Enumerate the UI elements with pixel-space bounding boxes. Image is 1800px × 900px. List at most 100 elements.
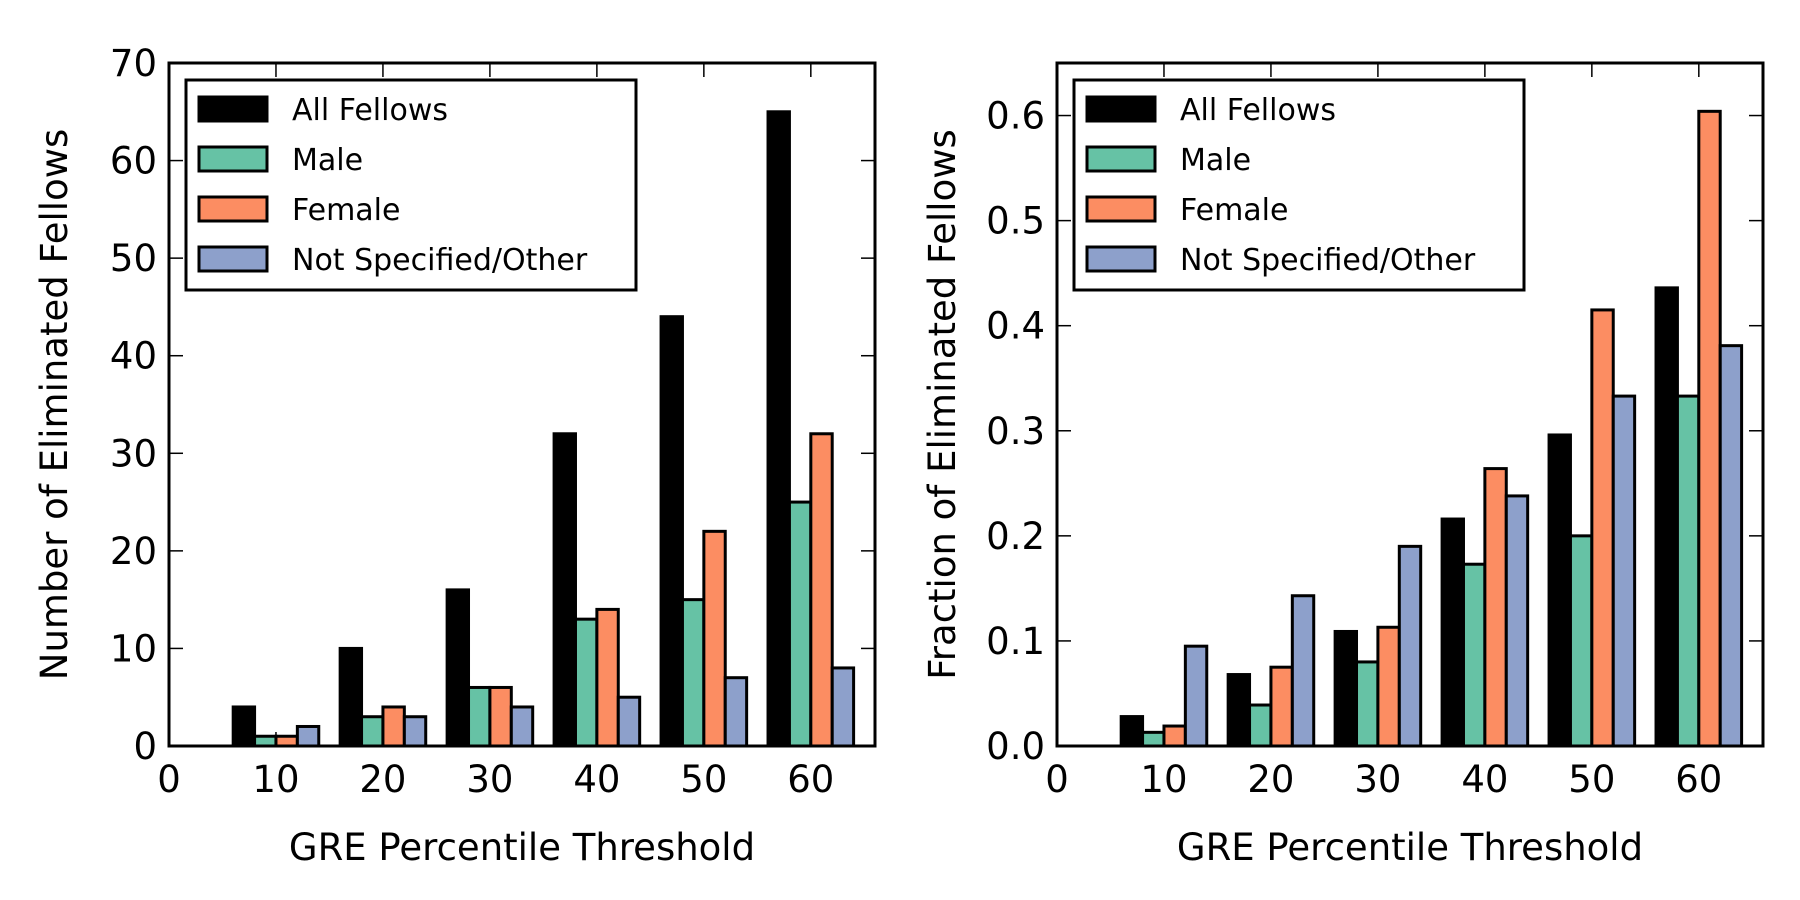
x-tick-label: 50	[1568, 758, 1615, 801]
y-tick-label: 10	[110, 627, 157, 670]
legend: All Fellows Male Female Not Specified/Other	[1072, 78, 1526, 292]
axes-frame	[167, 61, 877, 748]
legend-label: All Fellows	[1180, 93, 1336, 128]
legend-label: Female	[292, 193, 400, 228]
x-tick-label: 10	[1140, 758, 1187, 801]
x-tick-label: 30	[466, 758, 513, 801]
legend-label: Male	[1180, 143, 1251, 178]
bar-not-specified	[830, 666, 856, 748]
bar-male	[787, 500, 813, 748]
x-tick-label: 30	[1354, 758, 1401, 801]
bar-female	[1162, 724, 1187, 748]
y-tick-label: 0.6	[986, 95, 1045, 138]
bar-not-specified	[1397, 544, 1423, 748]
bar-male	[573, 617, 599, 748]
bar-not-specified	[1718, 344, 1744, 748]
bar-not-specified	[402, 715, 428, 748]
bar-not-specified	[616, 695, 642, 748]
y-tick-label: 0.5	[986, 200, 1045, 243]
bar-male	[680, 598, 706, 748]
y-tick-label: 0.1	[986, 620, 1045, 663]
x-tick-label: 10	[252, 758, 299, 801]
bar-not-specified	[1183, 644, 1209, 748]
x-axis: 0 10 20 30 40 50 60	[157, 63, 834, 801]
bar-male	[1355, 660, 1380, 748]
x-tick-label: 60	[1675, 758, 1722, 801]
axes-frame	[1055, 61, 1765, 748]
y-tick-label: 0.4	[986, 305, 1045, 348]
bar-male	[1568, 534, 1594, 748]
bar-all-fellows	[552, 432, 577, 748]
legend-swatch-female	[1085, 195, 1157, 223]
legend-label: Not Specified/Other	[1180, 243, 1476, 278]
x-tick-label: 50	[680, 758, 727, 801]
bar-all-fellows	[445, 588, 471, 748]
legend-swatch-female	[197, 195, 269, 223]
y-tick-label: 30	[110, 432, 157, 475]
bar-male	[1141, 730, 1166, 748]
legend-swatch-all-fellows	[197, 95, 269, 123]
x-axis-label: GRE Percentile Threshold	[1177, 826, 1643, 869]
bar-all-fellows	[1119, 715, 1145, 748]
bar-all-fellows	[231, 705, 257, 748]
legend-swatch-not-specified	[197, 245, 269, 273]
bar-male	[1248, 703, 1273, 748]
bars-group	[1119, 109, 1744, 748]
bar-female	[702, 529, 727, 748]
y-tick-label: 70	[110, 42, 157, 85]
bar-female	[595, 607, 620, 748]
x-axis-label: GRE Percentile Threshold	[289, 826, 755, 869]
bar-all-fellows	[338, 646, 364, 748]
y-tick-label: 60	[110, 140, 157, 183]
bar-female	[1269, 665, 1294, 748]
bar-female	[381, 705, 406, 748]
bar-all-fellows	[1440, 517, 1465, 748]
bar-female	[1590, 308, 1615, 748]
bar-male	[360, 715, 385, 748]
x-tick-label: 0	[1045, 758, 1069, 801]
legend-label: Male	[292, 143, 363, 178]
bar-male	[467, 685, 492, 748]
bar-male	[1675, 394, 1701, 748]
bar-all-fellows	[1654, 286, 1679, 748]
bars-group	[231, 110, 856, 748]
bar-female	[488, 685, 513, 748]
y-axis-label: Number of Eliminated Fellows	[33, 129, 76, 680]
legend-label: Not Specified/Other	[292, 243, 588, 278]
left-chart-count: 0 10 20 30 40 50 60 0 10 20 30 40 50 60 70 GRE Percenti…	[33, 42, 877, 869]
legend-label: Female	[1180, 193, 1288, 228]
bar-all-fellows	[1547, 433, 1572, 748]
y-tick-label: 0	[133, 725, 157, 768]
bar-not-specified	[1290, 594, 1316, 748]
bar-not-specified	[1504, 494, 1530, 748]
y-tick-label: 0.0	[986, 725, 1045, 768]
y-tick-label: 0.3	[986, 410, 1045, 453]
bar-all-fellows	[1333, 629, 1359, 748]
legend-swatch-male	[1085, 145, 1157, 173]
bar-female	[1376, 625, 1401, 748]
x-tick-label: 60	[787, 758, 834, 801]
legend-swatch-all-fellows	[1085, 95, 1157, 123]
x-tick-label: 40	[1461, 758, 1508, 801]
bar-all-fellows	[766, 110, 791, 748]
legend: All Fellows Male Female Not Specified/Other	[184, 78, 638, 292]
bar-not-specified	[723, 676, 749, 748]
bar-female	[809, 432, 834, 748]
y-tick-label: 20	[110, 530, 157, 573]
x-tick-label: 20	[359, 758, 406, 801]
x-tick-label: 20	[1247, 758, 1294, 801]
bar-female	[1697, 109, 1722, 748]
y-axis: 0 10 20 30 40 50 60 70	[110, 42, 875, 768]
y-tick-label: 50	[110, 237, 157, 280]
y-axis-label: Fraction of Eliminated Fellows	[921, 129, 964, 680]
right-chart-fraction: 0 10 20 30 40 50 60 0.0 0.1 0.2 0.3 0.4 0.5 0.6 GRE Pe…	[921, 61, 1765, 869]
y-axis: 0.0 0.1 0.2 0.3 0.4 0.5 0.6	[986, 95, 1763, 768]
bar-female	[1483, 467, 1508, 748]
y-tick-label: 0.2	[986, 515, 1045, 558]
x-axis: 0 10 20 30 40 50 60	[1045, 63, 1722, 801]
legend-label: All Fellows	[292, 93, 448, 128]
bar-not-specified	[509, 705, 535, 748]
bar-all-fellows	[659, 315, 684, 748]
x-tick-label: 40	[573, 758, 620, 801]
